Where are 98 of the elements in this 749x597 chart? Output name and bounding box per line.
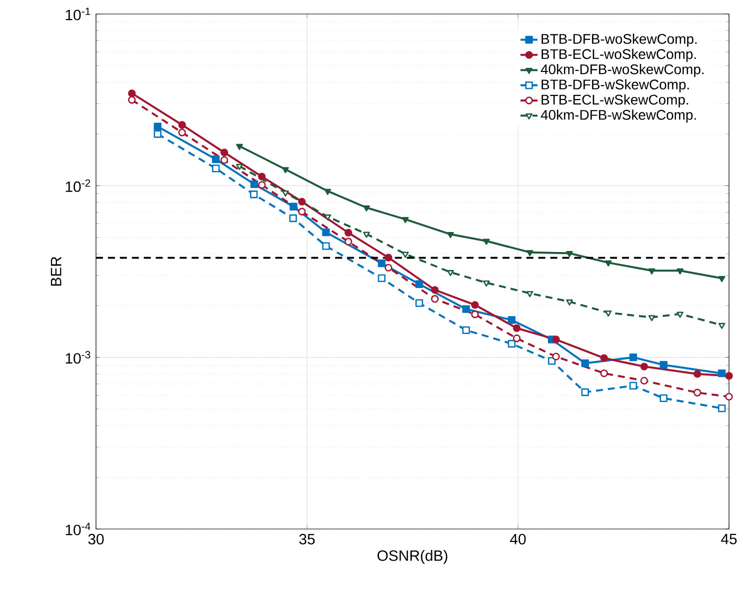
point <box>128 90 136 98</box>
point <box>344 238 352 246</box>
x-tick-label: 40 <box>510 534 526 544</box>
x-tick-label: 35 <box>299 534 315 544</box>
point <box>629 382 638 390</box>
point <box>629 354 638 362</box>
point <box>600 369 608 378</box>
point <box>220 156 228 164</box>
point <box>250 180 258 188</box>
point <box>282 167 289 174</box>
point <box>415 299 424 307</box>
point <box>552 352 560 360</box>
y-tick-label: 10$^{-1}$ <box>66 8 90 20</box>
point <box>566 251 573 258</box>
point <box>526 291 534 298</box>
point <box>640 362 648 370</box>
x-axis-title: OSNR(dB) <box>378 550 448 564</box>
point <box>298 198 306 206</box>
point <box>640 376 648 385</box>
point <box>298 208 306 216</box>
point <box>512 334 521 342</box>
point <box>447 232 454 238</box>
point <box>363 232 370 238</box>
x-tick-label: 30 <box>88 534 104 544</box>
point <box>676 312 684 318</box>
point <box>250 190 258 198</box>
point <box>447 270 454 276</box>
point <box>178 121 186 129</box>
point <box>604 260 612 267</box>
point <box>694 370 702 378</box>
y-axis-title: BER <box>50 256 62 286</box>
point <box>178 128 186 136</box>
point <box>236 144 243 150</box>
point <box>694 388 702 396</box>
point <box>378 274 386 282</box>
point <box>471 301 479 309</box>
point <box>282 190 289 197</box>
point <box>363 205 370 212</box>
point <box>604 310 612 317</box>
point <box>725 392 733 401</box>
point <box>324 188 332 195</box>
point <box>718 404 726 412</box>
point <box>258 181 266 189</box>
point <box>660 361 668 369</box>
point <box>718 369 726 378</box>
point <box>378 259 386 268</box>
y-tick-label: 10$^{-2}$ <box>66 179 90 192</box>
legend-label: BTB-DFB-wSkewComp. <box>542 79 689 92</box>
point <box>718 322 726 329</box>
point <box>322 242 330 250</box>
point <box>648 315 656 322</box>
point <box>471 310 479 318</box>
point <box>402 217 409 224</box>
point <box>212 164 220 172</box>
point <box>431 295 439 303</box>
point <box>128 96 136 104</box>
point <box>324 214 332 220</box>
point <box>212 155 220 164</box>
point <box>462 326 470 334</box>
point <box>508 316 516 324</box>
point <box>322 228 330 236</box>
point <box>482 238 490 245</box>
point <box>526 250 534 256</box>
point <box>384 264 392 272</box>
legend-label: 40km-DFB-wSkewComp. <box>540 110 696 123</box>
point <box>290 202 298 210</box>
point <box>431 286 439 294</box>
point <box>512 324 521 332</box>
point <box>676 268 684 274</box>
point <box>718 276 726 282</box>
point <box>236 164 243 170</box>
point <box>581 359 589 368</box>
point <box>566 299 573 306</box>
point <box>220 148 228 156</box>
y-tick-label: 10$^{-4}$ <box>66 522 90 536</box>
point <box>384 254 392 262</box>
point <box>154 130 162 138</box>
point <box>344 228 352 237</box>
point <box>402 252 409 258</box>
point <box>648 268 656 274</box>
point <box>462 305 470 313</box>
point <box>289 214 297 222</box>
legend-label: BTB-DFB-woSkewComp. <box>542 34 697 47</box>
y-tick-label: 10$^{-3}$ <box>66 351 90 364</box>
legend-label: 40km-DFB-woSkewComp. <box>540 64 704 78</box>
point <box>725 372 733 380</box>
point <box>508 340 516 348</box>
point <box>552 336 560 344</box>
legend-label: BTB-ECL-woSkewComp. <box>542 48 696 62</box>
point <box>600 354 608 362</box>
legend-label: BTB-ECL-wSkewComp. <box>542 94 688 108</box>
point <box>258 172 266 180</box>
point <box>581 388 589 396</box>
point <box>482 280 490 287</box>
point <box>415 280 424 288</box>
point <box>660 394 668 402</box>
x-tick-label: 45 <box>721 534 737 544</box>
point <box>154 122 162 130</box>
